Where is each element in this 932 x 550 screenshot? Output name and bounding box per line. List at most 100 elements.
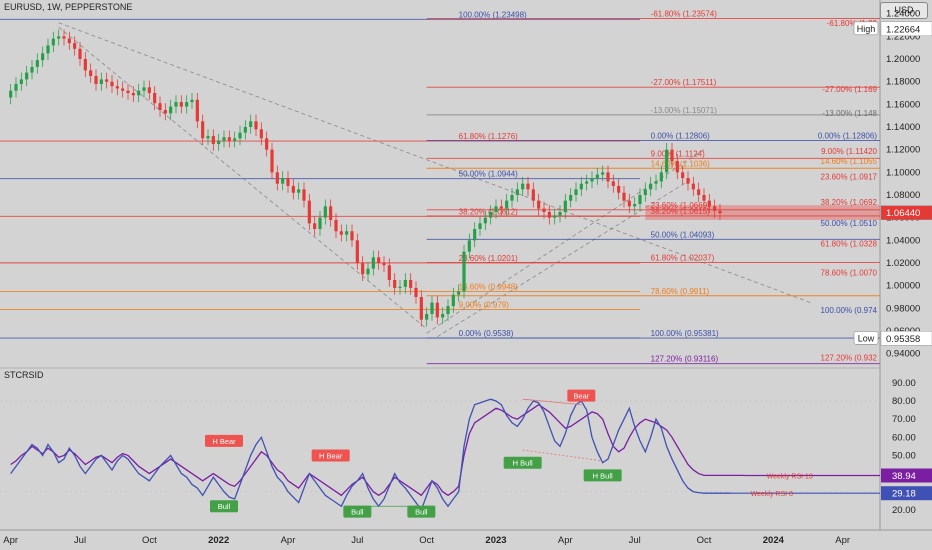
symbol-label: EURUSD, 1W, PEPPERSTONE [4, 2, 133, 12]
time-tick-label: 2023 [485, 535, 506, 546]
candle-body [99, 79, 103, 84]
candle-body [702, 195, 706, 201]
axis-level-label: 127.20% (0.932 [821, 354, 878, 363]
price-tag-value: 1.06440 [886, 208, 920, 219]
candle-body [617, 185, 621, 193]
fib-level-label: 14.60% (0.9948) [459, 283, 518, 292]
signal-marker-label: H Bear [212, 437, 236, 446]
candle-body [313, 223, 317, 229]
candle-body [94, 76, 98, 84]
signal-marker-box [503, 456, 542, 469]
candle-body [41, 53, 45, 61]
candle-body [681, 172, 685, 178]
candle-body [505, 200, 509, 209]
time-tick-label: Jul [351, 535, 363, 546]
candle-body [153, 93, 157, 104]
axis-level-label: 0.00% (1.12806) [818, 131, 877, 140]
candle-body [19, 79, 23, 84]
candle-body [78, 48, 82, 59]
rsi-last-value: 29.18 [892, 489, 916, 500]
trend-line [58, 22, 811, 304]
candle-body [542, 208, 546, 212]
candle-body [249, 121, 253, 127]
candle-body [35, 60, 39, 67]
candle-body [323, 206, 327, 218]
signal-marker-box [567, 389, 596, 402]
price-tick-label: 1.22000 [886, 31, 920, 42]
candle-body [142, 87, 146, 91]
rsi-tick-label: 50.00 [892, 450, 916, 461]
price-tick-label: 1.08000 [886, 190, 920, 201]
candle-body [190, 99, 194, 103]
indicator-title: STCRSID [4, 370, 44, 380]
candle-body [169, 106, 173, 114]
signal-marker-label: Bull [351, 508, 364, 517]
candle-body [499, 206, 503, 209]
fib-level-label: 100.00% (1.23498) [459, 10, 527, 19]
fib-level-label: 9.00% (0.979) [459, 300, 510, 309]
candle-body [30, 66, 34, 73]
rsi-series-name: Weekly RSI 8 [751, 491, 793, 498]
candle-body [265, 138, 269, 150]
price-tag-box [880, 21, 932, 37]
signal-marker-label: H Bull [513, 459, 533, 468]
candle-body [446, 306, 450, 314]
candle-body [57, 36, 61, 39]
fib-level-label: 61.80% (1.02037) [651, 254, 715, 263]
candle-body [339, 231, 343, 235]
candle-body [531, 189, 535, 201]
fib-level-label: -27.00% (1.17511) [651, 78, 717, 87]
candle-body [713, 206, 717, 211]
candle-body [457, 291, 461, 295]
candle-body [307, 200, 311, 224]
candle-body [83, 59, 87, 71]
candle-body [201, 121, 205, 139]
candle-body [355, 240, 359, 263]
axis-level-label: -27.00% (1.169 [822, 85, 877, 94]
signal-marker-box [407, 505, 436, 518]
candle-body [291, 185, 295, 193]
rsi-tick-label: 60.00 [892, 432, 916, 443]
candle-body [259, 129, 263, 139]
candle-body [574, 189, 578, 195]
candle-body [345, 231, 349, 235]
candle-body [419, 297, 423, 320]
candle-body [67, 38, 71, 44]
time-tick-label: 2024 [763, 535, 785, 546]
candle-body [478, 223, 482, 229]
candle-body [377, 257, 381, 263]
candle-body [483, 217, 487, 224]
fib-level-label: 0.00% (0.9538) [459, 329, 514, 338]
candle-body [590, 178, 594, 182]
candle-body [665, 149, 669, 173]
candle-body [515, 189, 519, 195]
candle-body [563, 200, 567, 212]
fib-level-label: 50.00% (1.04093) [651, 230, 715, 239]
candle-body [243, 127, 247, 133]
candle-body [467, 240, 471, 252]
candle-body [137, 90, 141, 96]
candle-body [334, 219, 338, 232]
candle-body [158, 103, 162, 110]
candle-body [622, 192, 626, 201]
candle-body [382, 263, 386, 266]
candle-body [227, 137, 231, 141]
signal-marker-box [583, 469, 622, 482]
signal-marker-box [210, 500, 238, 513]
divergence-line [522, 449, 603, 462]
price-tick-label: 0.98000 [886, 303, 920, 314]
candle-body [633, 204, 637, 207]
candle-body [659, 172, 663, 182]
rsi-last-box [881, 468, 932, 483]
time-tick-label: Oct [697, 535, 712, 546]
price-tag-label: Low [858, 333, 875, 343]
fib-level-label: 100.00% (0.95381) [651, 329, 719, 338]
candle-body [233, 138, 237, 141]
signal-marker-label: Bull [415, 508, 428, 517]
candle-body [675, 161, 679, 173]
divergence-line [522, 398, 582, 406]
rsi-tick-label: 90.00 [892, 378, 916, 389]
axis-level-label: 50.00% (1.0510 [821, 219, 878, 228]
candle-body [51, 38, 55, 46]
